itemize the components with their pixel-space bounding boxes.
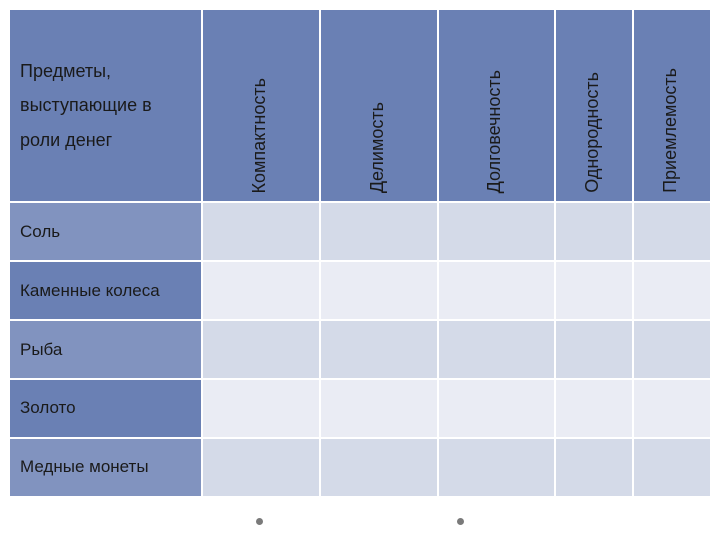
table-row: Медные монеты [9,438,711,497]
header-first-label: Предметы, выступающие в роли денег [20,61,152,149]
table-row: Соль [9,202,711,261]
header-col-3: Долговечность [438,9,556,202]
cell [633,379,711,438]
cell [202,438,320,497]
row-label-3: Рыба [9,320,202,379]
cell [633,202,711,261]
header-col-2-label: Делимость [367,102,388,193]
dot-icon [457,518,464,525]
cell [633,320,711,379]
cell [320,379,438,438]
cell [633,438,711,497]
header-col-4-label: Однородность [582,72,603,193]
row-label-4: Золото [9,379,202,438]
row-label-2: Каменные колеса [9,261,202,320]
row-label-1: Соль [9,202,202,261]
cell [438,261,556,320]
cell [438,202,556,261]
cell [555,202,633,261]
cell [555,438,633,497]
cell [555,261,633,320]
cell [438,320,556,379]
header-first-cell: Предметы, выступающие в роли денег [9,9,202,202]
cell [320,320,438,379]
dot-icon [256,518,263,525]
cell [555,320,633,379]
table-header-row: Предметы, выступающие в роли денег Компа… [9,9,711,202]
cell [320,261,438,320]
cell [202,320,320,379]
cell [320,202,438,261]
table-row: Золото [9,379,711,438]
cell [320,438,438,497]
header-col-5: Приемлемость [633,9,711,202]
cell [202,261,320,320]
header-col-4: Однородность [555,9,633,202]
cell [202,379,320,438]
cell [633,261,711,320]
header-col-5-label: Приемлемость [660,68,681,193]
header-col-3-label: Долговечность [484,70,505,193]
header-col-1: Компактность [202,9,320,202]
row-label-5: Медные монеты [9,438,202,497]
cell [438,379,556,438]
decorative-dots [0,512,720,530]
header-col-1-label: Компактность [249,78,270,194]
cell [555,379,633,438]
cell [202,202,320,261]
money-properties-table: Предметы, выступающие в роли денег Компа… [8,8,712,498]
cell [438,438,556,497]
table-row: Рыба [9,320,711,379]
header-col-2: Делимость [320,9,438,202]
table-row: Каменные колеса [9,261,711,320]
